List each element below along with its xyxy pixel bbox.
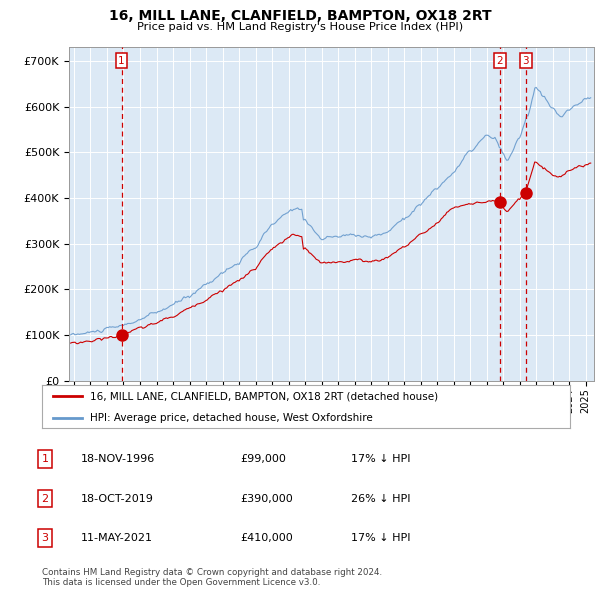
Text: 16, MILL LANE, CLANFIELD, BAMPTON, OX18 2RT (detached house): 16, MILL LANE, CLANFIELD, BAMPTON, OX18 … <box>89 391 437 401</box>
Text: 26% ↓ HPI: 26% ↓ HPI <box>351 494 410 503</box>
Text: 16, MILL LANE, CLANFIELD, BAMPTON, OX18 2RT: 16, MILL LANE, CLANFIELD, BAMPTON, OX18 … <box>109 9 491 23</box>
Text: 1: 1 <box>41 454 49 464</box>
Text: £99,000: £99,000 <box>240 454 286 464</box>
Bar <box>69 47 82 381</box>
Text: 1: 1 <box>118 55 125 65</box>
Text: 18-NOV-1996: 18-NOV-1996 <box>81 454 155 464</box>
Text: £410,000: £410,000 <box>240 533 293 543</box>
Text: 17% ↓ HPI: 17% ↓ HPI <box>351 533 410 543</box>
Text: 3: 3 <box>523 55 529 65</box>
Text: 17% ↓ HPI: 17% ↓ HPI <box>351 454 410 464</box>
Text: 18-OCT-2019: 18-OCT-2019 <box>81 494 154 503</box>
Text: 2: 2 <box>41 494 49 503</box>
Text: 3: 3 <box>41 533 49 543</box>
Text: HPI: Average price, detached house, West Oxfordshire: HPI: Average price, detached house, West… <box>89 413 372 423</box>
Text: £390,000: £390,000 <box>240 494 293 503</box>
Text: Contains HM Land Registry data © Crown copyright and database right 2024.
This d: Contains HM Land Registry data © Crown c… <box>42 568 382 587</box>
Text: 2: 2 <box>496 55 503 65</box>
Text: 11-MAY-2021: 11-MAY-2021 <box>81 533 153 543</box>
Text: Price paid vs. HM Land Registry's House Price Index (HPI): Price paid vs. HM Land Registry's House … <box>137 22 463 32</box>
